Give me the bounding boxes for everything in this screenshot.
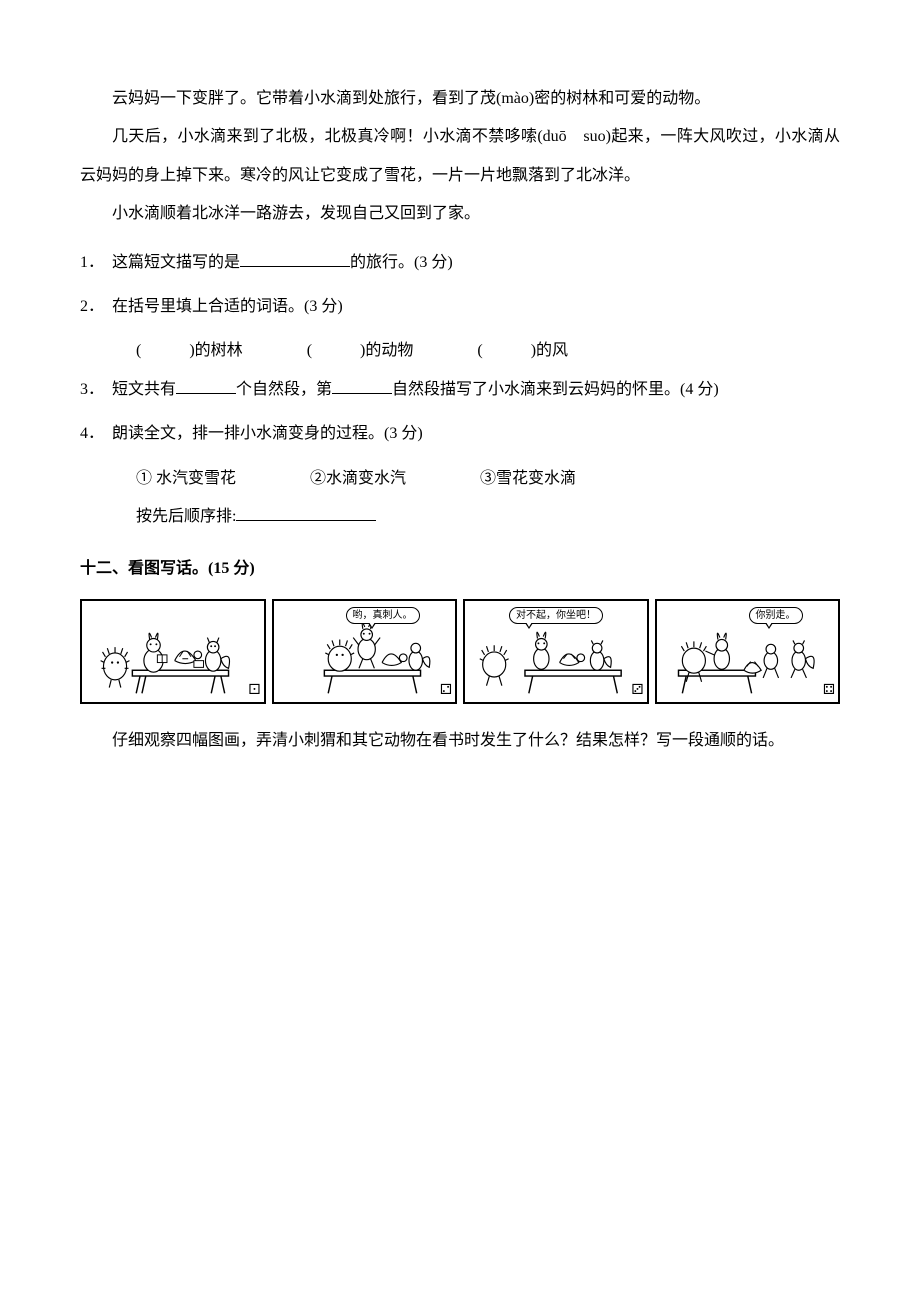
panel-4-bubble-tail <box>765 623 773 629</box>
panel-4-svg <box>657 601 839 702</box>
panel-3-bubble-tail <box>525 623 533 629</box>
comic-panel-3: 对不起，你坐吧！ <box>463 599 649 704</box>
q3-number: 3． <box>80 371 112 409</box>
question-1: 1． 这篇短文描写的是 的旅行。(3 分) <box>80 244 840 282</box>
paren-open-3: ( <box>477 342 482 359</box>
q1-text-b: 的旅行。(3 分) <box>350 254 453 271</box>
q4-body: 朗读全文，排一排小水滴变身的过程。(3 分) <box>112 415 840 453</box>
comic-strip: ⚀ 哟，真刺人。 <box>80 599 840 704</box>
q1-text-a: 这篇短文描写的是 <box>112 254 240 271</box>
q1-number: 1． <box>80 244 112 282</box>
q4-order-blank[interactable] <box>236 505 376 521</box>
section-12-title: 十二、看图写话。(15 分) <box>80 550 840 588</box>
q3-text-b: 个自然段，第 <box>236 381 332 398</box>
comic-panel-1: ⚀ <box>80 599 266 704</box>
q4-opt-1: ① 水汽变雪花 <box>136 460 236 498</box>
question-list: 1． 这篇短文描写的是 的旅行。(3 分) 2． 在括号里填上合适的词语。(3 分… <box>80 244 840 537</box>
q2-number: 2． <box>80 288 112 326</box>
panel-3-dots: ⚂ <box>631 684 642 698</box>
paren-open-2: ( <box>307 342 312 359</box>
q1-body: 这篇短文描写的是 的旅行。(3 分) <box>112 244 840 282</box>
question-3: 3． 短文共有 个自然段，第 自然段描写了小水滴来到云妈妈的怀里。(4 分) <box>80 371 840 409</box>
q4-opt-3: ③雪花变水滴 <box>480 460 576 498</box>
panel-4-dots: ⚃ <box>823 684 834 698</box>
paren-close-1: )的树林 <box>189 342 242 359</box>
q4-number: 4． <box>80 415 112 453</box>
panel-2-bubble: 哟，真刺人。 <box>346 607 420 624</box>
q4-opt-2: ②水滴变水汽 <box>310 460 406 498</box>
section-12-instruction: 仔细观察四幅图画，弄清小刺猬和其它动物在看书时发生了什么？结果怎样？写一段通顺的… <box>80 722 840 760</box>
q3-blank-1[interactable] <box>176 378 236 394</box>
question-2: 2． 在括号里填上合适的词语。(3 分) <box>80 288 840 326</box>
paren-close-2: )的动物 <box>360 342 413 359</box>
panel-1-dots: ⚀ <box>248 684 259 698</box>
paren-open-1: ( <box>136 342 141 359</box>
panel-2-dots: ⚁ <box>440 684 451 698</box>
q4-order-label: 按先后顺序排: <box>136 508 236 525</box>
panel-2-bubble-tail <box>368 623 376 629</box>
q4-text: 朗读全文，排一排小水滴变身的过程。(3 分) <box>112 425 423 442</box>
passage-p3: 小水滴顺着北冰洋一路游去，发现自己又回到了家。 <box>80 195 840 233</box>
passage-p2: 几天后，小水滴来到了北极，北极真冷啊！小水滴不禁哆嗦(duō suo)起来，一阵… <box>80 118 840 195</box>
q2-fill-1: ( )的树林 <box>136 332 243 370</box>
comic-panel-4: 你别走。 <box>655 599 841 704</box>
q3-text-c: 自然段描写了小水滴来到云妈妈的怀里。(4 分) <box>392 381 719 398</box>
q3-body: 短文共有 个自然段，第 自然段描写了小水滴来到云妈妈的怀里。(4 分) <box>112 371 840 409</box>
q4-order-row: 按先后顺序排: <box>80 498 840 536</box>
paren-close-3: )的风 <box>531 342 568 359</box>
q1-blank[interactable] <box>240 251 350 267</box>
comic-panel-2: 哟，真刺人。 <box>272 599 458 704</box>
q3-blank-2[interactable] <box>332 378 392 394</box>
passage-p1: 云妈妈一下变胖了。它带着小水滴到处旅行，看到了茂(mào)密的树林和可爱的动物。 <box>80 80 840 118</box>
q2-fill-row: ( )的树林 ( )的动物 ( )的风 <box>80 332 840 370</box>
q4-options: ① 水汽变雪花 ②水滴变水汽 ③雪花变水滴 <box>80 460 840 498</box>
panel-1-svg <box>82 601 264 702</box>
q2-text: 在括号里填上合适的词语。(3 分) <box>112 298 343 315</box>
q2-fill-3: ( )的风 <box>477 332 568 370</box>
panel-3-bubble: 对不起，你坐吧！ <box>509 607 603 624</box>
q3-text-a: 短文共有 <box>112 381 176 398</box>
panel-4-bubble: 你别走。 <box>749 607 803 624</box>
q2-fill-2: ( )的动物 <box>307 332 414 370</box>
question-4: 4． 朗读全文，排一排小水滴变身的过程。(3 分) <box>80 415 840 453</box>
q2-body: 在括号里填上合适的词语。(3 分) <box>112 288 840 326</box>
